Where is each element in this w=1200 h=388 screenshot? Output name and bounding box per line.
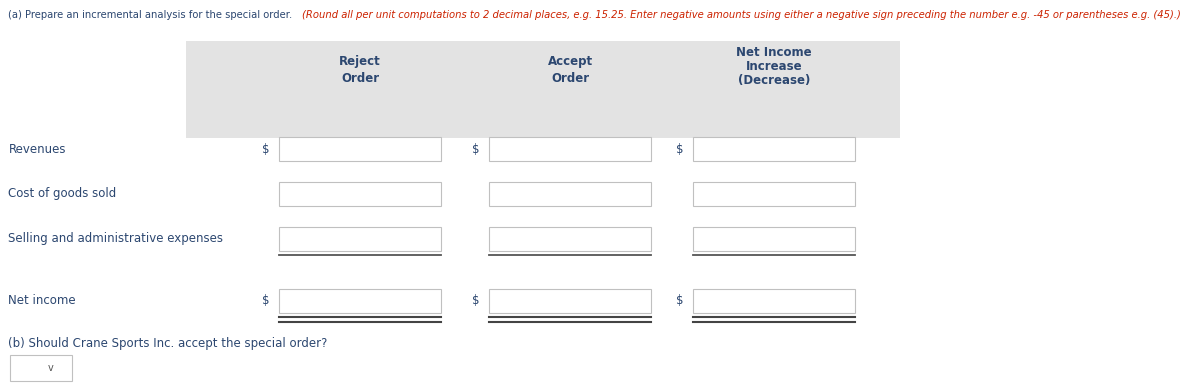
FancyBboxPatch shape: [490, 227, 650, 251]
Text: (Round all per unit computations to 2 decimal places, e.g. 15.25. Enter negative: (Round all per unit computations to 2 de…: [302, 10, 1181, 20]
FancyBboxPatch shape: [490, 289, 650, 313]
Text: Net Income: Net Income: [736, 46, 812, 59]
Text: (Decrease): (Decrease): [738, 74, 810, 88]
Text: v: v: [47, 363, 53, 373]
Text: $: $: [676, 143, 684, 156]
Text: $: $: [262, 294, 269, 307]
Text: Increase: Increase: [745, 60, 803, 73]
FancyBboxPatch shape: [694, 289, 854, 313]
Text: Order: Order: [341, 72, 379, 85]
FancyBboxPatch shape: [694, 227, 854, 251]
FancyBboxPatch shape: [490, 137, 650, 161]
Text: Accept: Accept: [547, 55, 593, 68]
FancyBboxPatch shape: [10, 355, 72, 381]
Text: Cost of goods sold: Cost of goods sold: [8, 187, 116, 201]
Text: $: $: [676, 294, 684, 307]
Text: (a) Prepare an incremental analysis for the special order.: (a) Prepare an incremental analysis for …: [8, 10, 295, 20]
FancyBboxPatch shape: [278, 182, 442, 206]
FancyBboxPatch shape: [694, 137, 854, 161]
Text: Reject: Reject: [340, 55, 380, 68]
FancyBboxPatch shape: [490, 182, 650, 206]
Text: Revenues: Revenues: [8, 143, 66, 156]
Text: (b) Should Crane Sports Inc. accept the special order?: (b) Should Crane Sports Inc. accept the …: [8, 337, 328, 350]
Text: Order: Order: [551, 72, 589, 85]
Text: Selling and administrative expenses: Selling and administrative expenses: [8, 232, 223, 245]
Text: $: $: [472, 294, 480, 307]
Text: Net income: Net income: [8, 294, 76, 307]
FancyBboxPatch shape: [278, 227, 442, 251]
FancyBboxPatch shape: [694, 182, 854, 206]
Text: $: $: [472, 143, 480, 156]
FancyBboxPatch shape: [186, 41, 900, 138]
FancyBboxPatch shape: [278, 137, 442, 161]
FancyBboxPatch shape: [278, 289, 442, 313]
Text: $: $: [262, 143, 269, 156]
